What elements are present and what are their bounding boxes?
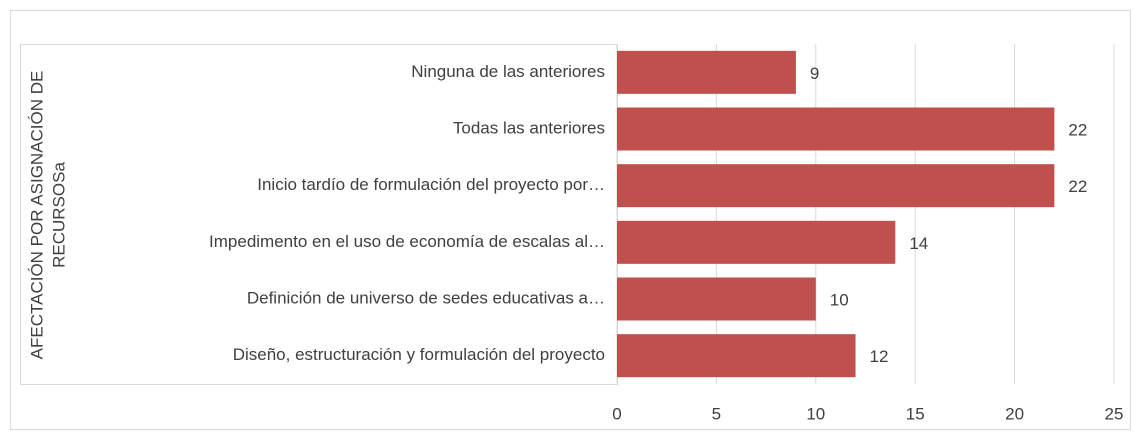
bar — [617, 220, 896, 264]
x-tick-label: 0 — [612, 404, 621, 423]
y-tick-label: Inicio tardío de formulación del proyect… — [257, 175, 605, 194]
y-tick-label: Definición de universo de sedes educativ… — [247, 288, 605, 307]
y-tick-label: Ninguna de las anteriores — [411, 62, 605, 81]
y-tick-label: Todas las anteriores — [453, 118, 605, 137]
data-label: 22 — [1068, 120, 1087, 139]
x-tick-label: 15 — [906, 404, 925, 423]
bar — [617, 107, 1055, 151]
x-tick-label: 5 — [712, 404, 721, 423]
data-label: 10 — [830, 290, 849, 309]
x-tick-label: 25 — [1105, 404, 1124, 423]
data-label: 14 — [909, 234, 928, 253]
x-tick-label: 10 — [806, 404, 825, 423]
bar — [617, 334, 856, 378]
data-label: 22 — [1068, 177, 1087, 196]
x-tick-label: 20 — [1005, 404, 1024, 423]
data-label: 9 — [810, 64, 819, 83]
y-axis-title: AFECTACIÓN POR ASIGNACIÓN DE — [27, 71, 46, 360]
bar — [617, 277, 816, 321]
y-tick-label: Diseño, estructuración y formulación del… — [233, 345, 605, 364]
y-axis-title: RECURSOSa — [49, 162, 68, 268]
chart-border — [10, 10, 1131, 430]
y-tick-label: Impedimento en el uso de economía de esc… — [209, 232, 605, 251]
bar — [617, 164, 1055, 208]
data-label: 12 — [870, 347, 889, 366]
bar — [617, 50, 796, 94]
